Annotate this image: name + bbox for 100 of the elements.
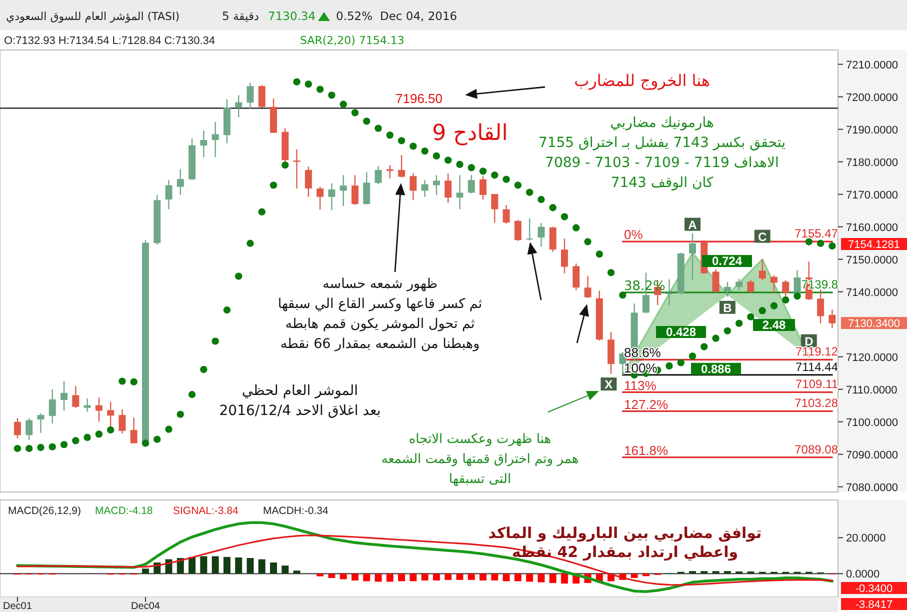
annotation: 2.48 — [762, 318, 786, 332]
candlestick — [351, 174, 358, 206]
candlestick — [724, 281, 731, 298]
text: SIGNAL:-3.84 — [173, 505, 239, 517]
annotation: 88.6% — [624, 345, 662, 360]
bar — [712, 571, 720, 574]
annotation: 161.8% — [624, 443, 669, 458]
candlestick — [130, 416, 138, 444]
annotation: الموشر العام لحظي — [242, 383, 358, 399]
annotation: القادح 9 — [432, 121, 508, 146]
candlestick — [421, 179, 428, 198]
y-tick-label: 7210.0000 — [846, 59, 898, 72]
bar — [432, 574, 440, 580]
candlestick — [304, 166, 312, 198]
data-label: X — [604, 378, 613, 392]
candlestick — [712, 268, 720, 294]
candlestick — [60, 380, 68, 412]
candlestick — [817, 288, 824, 324]
annotation: كان الوقف 7143 — [610, 175, 714, 191]
bar — [736, 571, 743, 574]
bar — [316, 574, 324, 576]
candlestick — [747, 280, 754, 294]
bar — [223, 556, 230, 574]
data-label: A — [688, 218, 698, 232]
bar — [689, 571, 696, 574]
x-tick-label: Dec04 — [131, 601, 160, 612]
candlestick — [258, 84, 266, 108]
candlestick — [456, 174, 464, 210]
candlestick — [118, 408, 126, 434]
candlestick — [14, 418, 21, 439]
bar — [188, 556, 196, 574]
candlestick — [235, 94, 242, 118]
bar — [142, 568, 149, 574]
y-tick-label: 7150.0000 — [846, 254, 898, 266]
bar — [212, 556, 219, 574]
text: 0.52% — [336, 9, 373, 23]
bar — [444, 574, 452, 580]
letter-box: A — [684, 218, 701, 232]
data-label: 7155.47 — [794, 226, 838, 241]
y-tick-label: 7080.0000 — [846, 482, 898, 494]
annotation: وهبطنا من الشمعه بمقدار 66 نقطه — [280, 336, 480, 352]
annotation: 0.724 — [712, 254, 742, 268]
bar — [293, 570, 300, 574]
candlestick — [491, 193, 498, 224]
bar — [340, 574, 347, 580]
candlestick — [410, 172, 417, 201]
candlestick — [468, 174, 475, 194]
bar — [724, 571, 731, 574]
ratio-box: 0.886 — [691, 362, 741, 376]
bar — [328, 574, 336, 578]
bar — [374, 574, 382, 582]
candlestick — [770, 274, 778, 294]
candlestick — [538, 222, 545, 248]
y-tick-label: 7100.0000 — [846, 416, 898, 429]
chart-title: المؤشر العام للسوق السعودي (TASI) — [6, 10, 180, 23]
bar — [421, 574, 428, 580]
y-tick-label: 7140.0000 — [846, 286, 898, 299]
annotation: هنا الخروج للمضارب — [574, 71, 710, 90]
candlestick — [386, 164, 394, 179]
bar — [700, 571, 708, 574]
annotation: التى تسبقها — [448, 472, 512, 487]
y-tick-label: 7120.0000 — [846, 352, 898, 364]
ref-line-label: 7196.50 — [396, 91, 442, 106]
candlestick — [293, 148, 300, 190]
y-tick-label: 7110.0000 — [846, 384, 898, 396]
candlestick — [212, 121, 219, 158]
candlestick — [502, 204, 510, 224]
annotation: 100% — [624, 360, 658, 376]
bar — [502, 574, 510, 582]
annotation: بعد اغلاق الاحد 2016/12/4 — [219, 403, 381, 419]
candlestick — [72, 385, 80, 408]
candlestick — [689, 232, 696, 281]
candlestick — [26, 418, 33, 441]
bar — [351, 574, 358, 580]
candlestick — [316, 186, 324, 210]
candlestick — [48, 388, 56, 424]
bar — [410, 574, 417, 582]
ratio-box: 0.724 — [702, 254, 752, 268]
candlestick — [363, 171, 370, 205]
bar — [538, 574, 545, 582]
bar — [630, 574, 638, 578]
y-tick-label: 20.0000 — [846, 532, 886, 545]
bar — [258, 559, 266, 574]
annotation: 113% — [624, 378, 657, 393]
y-tick-label: 7180.0000 — [846, 156, 898, 169]
candlestick — [37, 412, 44, 434]
annotation: 0.886 — [700, 362, 732, 376]
candlestick — [444, 172, 452, 204]
bar — [549, 574, 556, 583]
annotation: توافق مضاربي بين الباروليك و الماكد — [488, 524, 762, 542]
price-tag: 7130.3400 — [841, 317, 907, 330]
price-tag: -3.8417 — [841, 598, 907, 611]
bar — [514, 574, 522, 582]
text: Dec 04, 2016 — [380, 9, 458, 23]
bar — [398, 574, 406, 582]
bar — [282, 566, 289, 574]
candlestick — [374, 165, 382, 185]
candlestick — [176, 168, 184, 196]
text: 7130.34 — [268, 9, 316, 23]
y-tick-label: 0.0000 — [846, 568, 880, 581]
